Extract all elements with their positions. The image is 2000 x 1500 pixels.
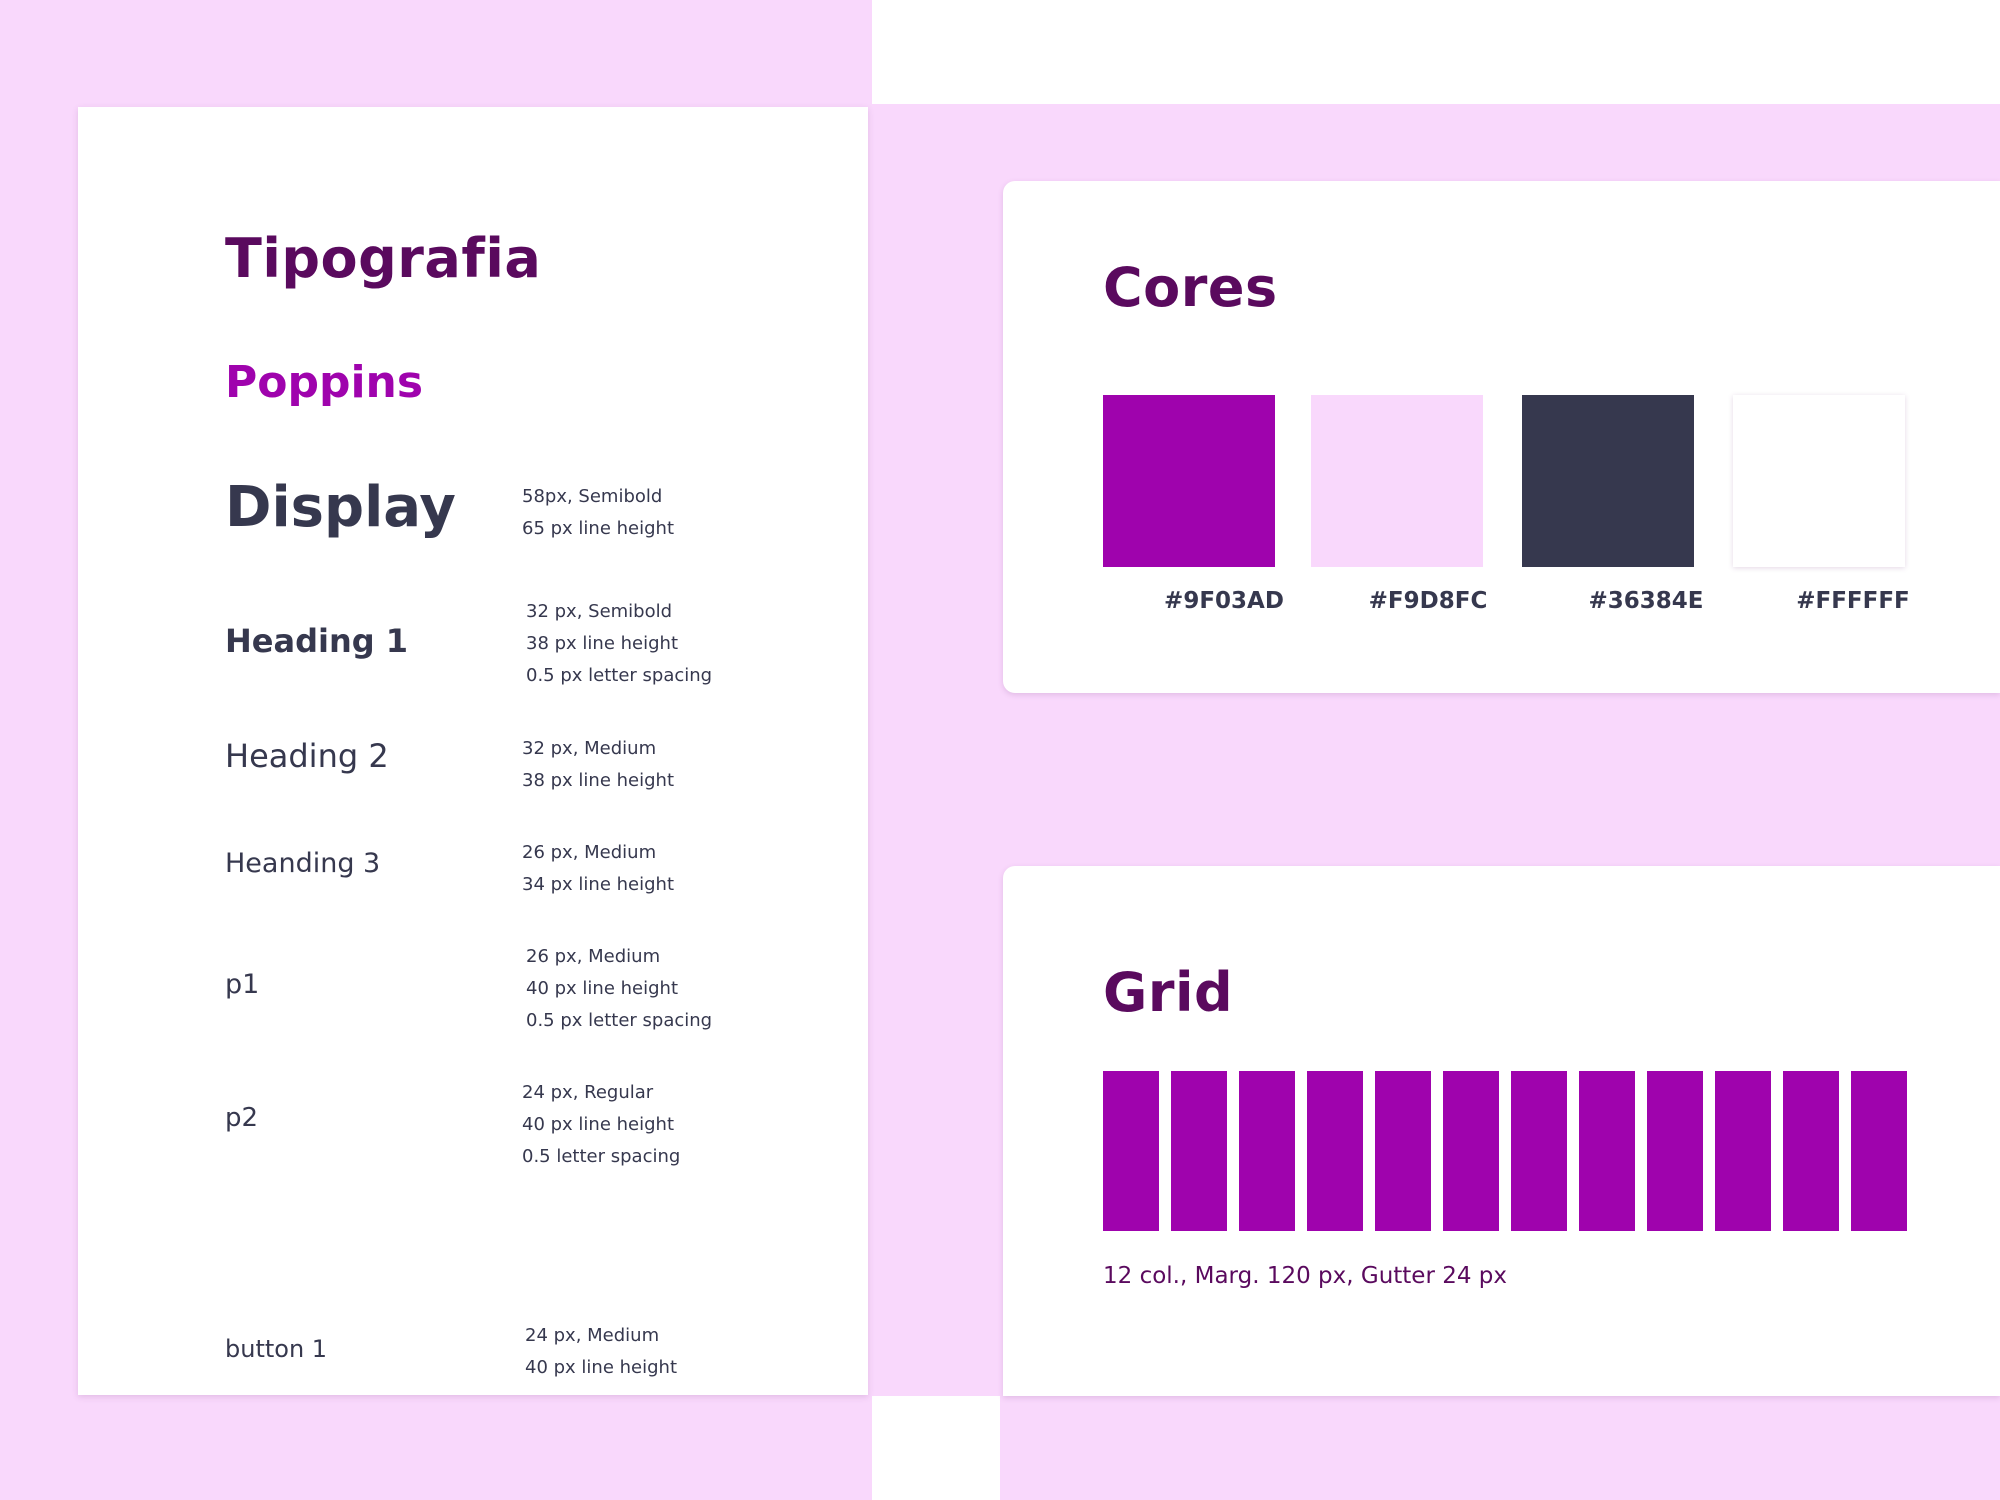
swatch-purple bbox=[1103, 395, 1275, 567]
style-heading1-specs: 32 px, Semibold 38 px line height 0.5 px… bbox=[526, 596, 712, 692]
style-p1-specs: 26 px, Medium 40 px line height 0.5 px l… bbox=[526, 941, 712, 1037]
grid-column bbox=[1647, 1071, 1703, 1231]
style-p2-name: p2 bbox=[225, 1103, 259, 1133]
grid-column bbox=[1579, 1071, 1635, 1231]
swatch-white bbox=[1733, 395, 1905, 567]
font-name: Poppins bbox=[225, 357, 424, 408]
style-display-specs: 58px, Semibold 65 px line height bbox=[522, 481, 674, 545]
swatch-pink bbox=[1311, 395, 1483, 567]
grid-column bbox=[1443, 1071, 1499, 1231]
spec-line: 40 px line height bbox=[522, 1114, 675, 1135]
spec-line: 38 px line height bbox=[526, 633, 679, 654]
spec-line: 24 px, Medium bbox=[525, 1325, 660, 1346]
style-p1-name: p1 bbox=[225, 969, 260, 1000]
style-p2-specs: 24 px, Regular 40 px line height 0.5 let… bbox=[522, 1077, 680, 1173]
colors-card: Cores #9F03AD #F9D8FC #36384E #FFFFFF bbox=[1003, 181, 2000, 693]
grid-column bbox=[1171, 1071, 1227, 1231]
style-heading3-specs: 26 px, Medium 34 px line height bbox=[522, 837, 674, 901]
hex-label: #F9D8FC bbox=[1368, 588, 1488, 614]
grid-caption: 12 col., Marg. 120 px, Gutter 24 px bbox=[1103, 1263, 1508, 1289]
spec-line: 40 px line height bbox=[526, 978, 679, 999]
grid-column bbox=[1511, 1071, 1567, 1231]
style-button1-specs: 24 px, Medium 40 px line height bbox=[525, 1320, 677, 1384]
grid-column bbox=[1103, 1071, 1159, 1231]
spec-line: 26 px, Medium bbox=[522, 842, 657, 863]
spec-line: 38 px line height bbox=[522, 770, 675, 791]
grid-column bbox=[1783, 1071, 1839, 1231]
spec-line: 0.5 px letter spacing bbox=[526, 1010, 713, 1031]
typography-card: Tipografia Poppins Display 58px, Semibol… bbox=[78, 107, 868, 1395]
style-heading2-name: Heading 2 bbox=[225, 737, 389, 775]
spec-line: 32 px, Semibold bbox=[526, 601, 673, 622]
style-display-name: Display bbox=[225, 475, 456, 540]
spec-line: 32 px, Medium bbox=[522, 738, 657, 759]
style-heading2-specs: 32 px, Medium 38 px line height bbox=[522, 733, 674, 797]
colors-title: Cores bbox=[1103, 256, 1278, 319]
spec-line: 26 px, Medium bbox=[526, 946, 661, 967]
grid-column bbox=[1851, 1071, 1907, 1231]
style-button1-name: button 1 bbox=[225, 1335, 328, 1363]
spec-line: 65 px line height bbox=[522, 518, 675, 539]
grid-column bbox=[1307, 1071, 1363, 1231]
spec-line: 0.5 letter spacing bbox=[522, 1146, 681, 1167]
hex-label: #FFFFFF bbox=[1796, 588, 1910, 614]
spec-line: 0.5 px letter spacing bbox=[526, 665, 713, 686]
grid-column bbox=[1239, 1071, 1295, 1231]
style-heading1-name: Heading 1 bbox=[225, 622, 409, 660]
typography-title: Tipografia bbox=[225, 227, 542, 290]
hex-label: #36384E bbox=[1588, 588, 1704, 614]
background-bottom-right bbox=[1000, 1396, 2000, 1500]
hex-label: #9F03AD bbox=[1164, 588, 1284, 614]
spec-line: 58px, Semibold bbox=[522, 486, 663, 507]
grid-column bbox=[1715, 1071, 1771, 1231]
spec-line: 34 px line height bbox=[522, 874, 675, 895]
grid-column bbox=[1375, 1071, 1431, 1231]
grid-title: Grid bbox=[1103, 961, 1234, 1024]
spec-line: 24 px, Regular bbox=[522, 1082, 654, 1103]
swatch-dark bbox=[1522, 395, 1694, 567]
spec-line: 40 px line height bbox=[525, 1357, 678, 1378]
style-heading3-name: Heanding 3 bbox=[225, 848, 381, 879]
